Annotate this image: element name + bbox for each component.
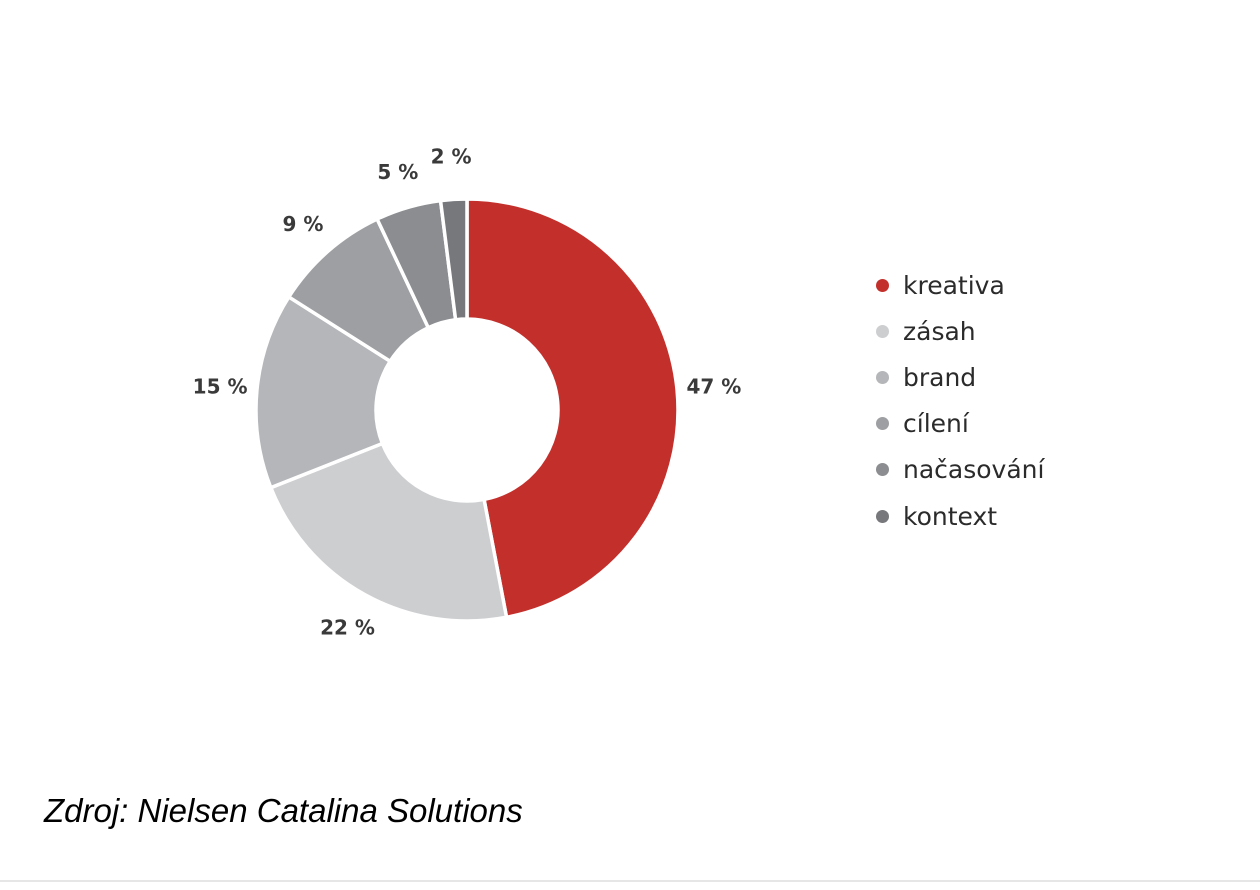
legend-item-načasování: načasování [876,447,1044,493]
slice-kreativa [465,197,680,620]
source-note: Zdroj: Nielsen Catalina Solutions [44,792,523,829]
donut-chart: 47 % 22 % 15 % 9 % 5 % 2 % kreativa zásah brand… [193,145,1045,640]
legend-swatch [876,278,889,292]
legend-swatch [876,463,889,477]
slice-label-brand: 15 % [193,375,248,399]
chart-legend: kreativa zásah brand cílení načasování kontex… [876,262,1044,539]
legend-label: brand [903,362,977,392]
legend-swatch [876,509,889,523]
legend-item-kreativa: kreativa [876,262,1044,308]
legend-swatch [876,417,889,431]
slice-kontext [438,197,469,322]
slice-label-cílení: 9 % [283,212,324,236]
legend-label: zásah [903,316,976,346]
legend-swatch [876,324,889,338]
legend-label: cílení [903,409,969,439]
slice-brand [254,294,393,490]
legend-item-kontext: kontext [876,493,1044,539]
slice-label-zásah: 22 % [320,615,375,639]
legend-label: načasování [903,455,1045,485]
legend-label: kreativa [903,270,1005,300]
slice-label-kontext: 2 % [431,145,472,169]
legend-item-brand: brand [876,354,1044,400]
legend-item-cílení: cílení [876,401,1044,447]
legend-swatch [876,370,889,384]
slice-zásah [268,441,509,623]
donut-chart-svg: 47 % 22 % 15 % 9 % 5 % 2 % [193,145,742,640]
slice-label-kreativa: 47 % [686,375,741,399]
legend-label: kontext [903,501,998,531]
legend-item-zásah: zásah [876,308,1044,354]
slice-label-načasování: 5 % [377,160,418,184]
bottom-divider [0,880,1260,882]
